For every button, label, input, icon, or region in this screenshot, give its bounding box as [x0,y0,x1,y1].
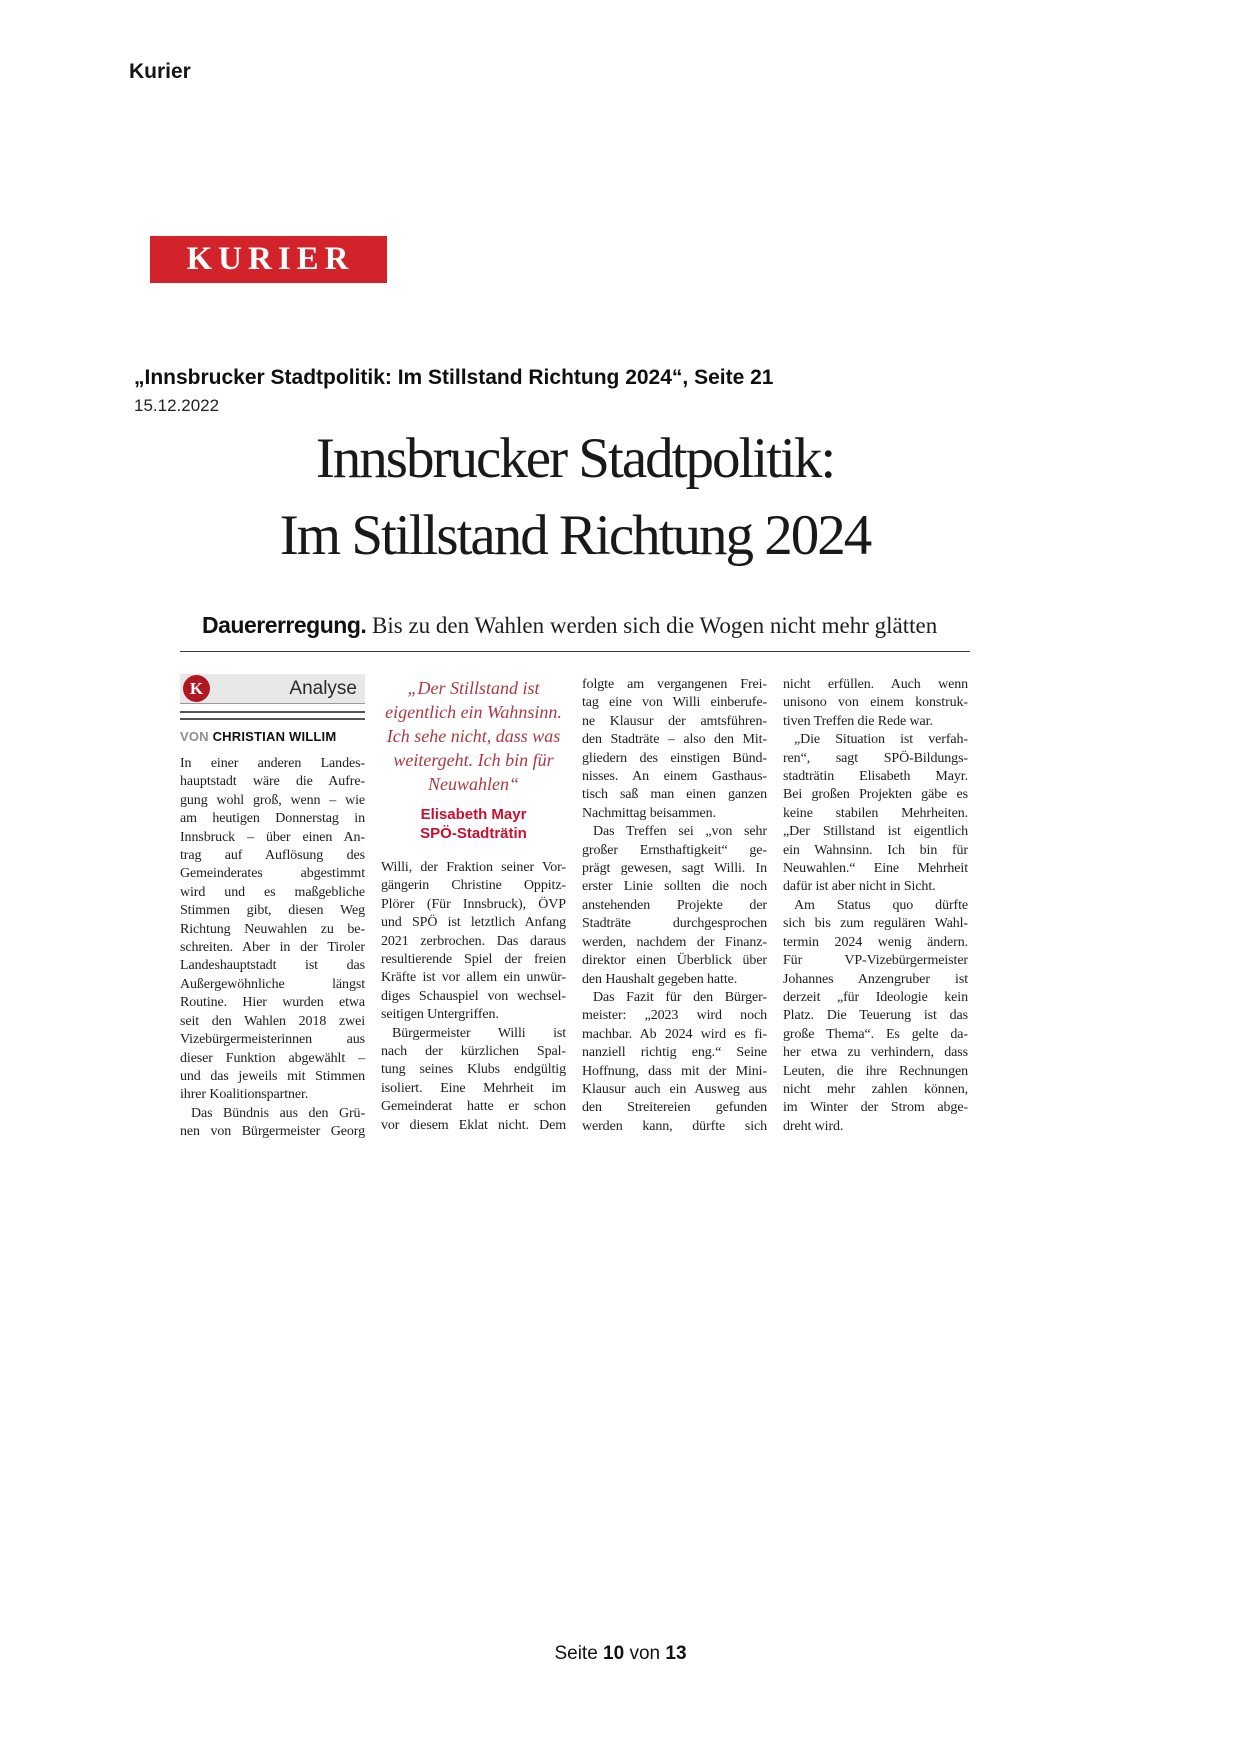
kurier-k-badge: K [183,675,210,702]
article-column-4: nicht erfüllen. Auch wenn unisono von ein… [783,674,968,1142]
footer-page-number: 10 [603,1643,625,1664]
pull-quote: „Der Stillstand ist eigentlich ein Wahnsi… [385,678,562,794]
subtitle-text: Bis zu den Wahlen werden sich die Wogen … [366,613,938,638]
double-rule-divider [180,711,365,720]
byline: VON CHRISTIAN WILLIM [180,729,365,744]
reference-date: 15.12.2022 [134,396,220,415]
kicker-label: Analyse [289,677,357,699]
analyse-kicker-bar: K Analyse [180,674,365,704]
byline-prefix: VON [180,729,213,744]
footer-prefix: Seite [554,1643,598,1664]
article-column-3: folgte am vergangenen Frei-tag eine von … [582,674,767,1142]
article-column-1: K Analyse VON CHRISTIAN WILLIM In einer … [180,674,365,1142]
column-body-text: In einer anderen Landes-hauptstadt wäre … [180,756,365,1140]
article-headline: Innsbrucker Stadtpolitik: Im Stillstand R… [279,427,872,567]
pull-quote-attribution-role: SPÖ-Stadträtin [420,825,527,842]
source-label: Kurier [129,60,191,83]
column-body-text: nicht erfüllen. Auch wenn unisono von ein… [783,677,968,1134]
footer-separator: von [629,1643,661,1664]
byline-author: CHRISTIAN WILLIM [212,729,337,744]
article-reference: „Innsbrucker Stadtpolitik: Im Stillstand… [134,366,1094,416]
subtitle-lead: Dauererregung. [202,612,367,638]
newspaper-clipping: Innsbrucker Stadtpolitik: Im Stillstand R… [180,420,970,1142]
column-body-text: Willi, der Fraktion seiner Vor-gängerin … [381,860,566,1133]
article-subtitle: Dauererregung. Bis zu den Wahlen werden … [180,612,970,652]
reference-headline: „Innsbrucker Stadtpolitik: Im Stillstand… [134,366,774,389]
pull-quote-attribution: Elisabeth Mayr SPÖ-Stadträtin [381,805,566,843]
article-column-2: „Der Stillstand ist eigentlich ein Wahnsi… [381,674,566,1142]
footer-total-pages: 13 [665,1643,687,1664]
pull-quote-attribution-name: Elisabeth Mayr [420,806,527,823]
kurier-logo: KURIER [150,236,387,283]
column-body-text: folgte am vergangenen Frei-tag eine von … [582,677,767,1134]
page-footer: Seite 10 von 13 [0,1643,1241,1665]
article-columns: K Analyse VON CHRISTIAN WILLIM In einer … [180,674,970,1142]
